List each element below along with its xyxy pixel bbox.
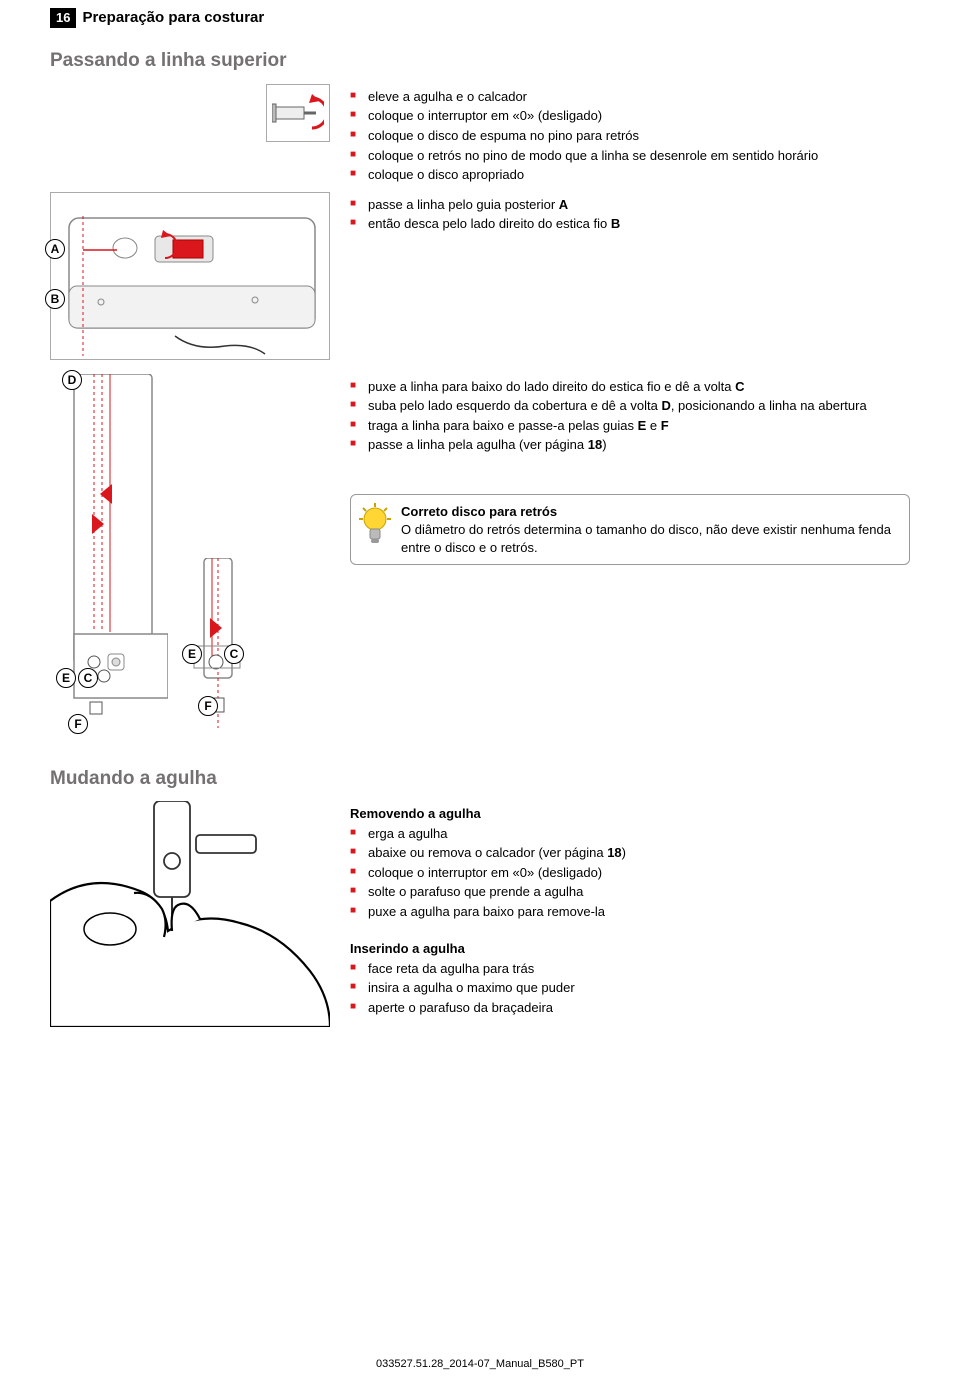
list-item: abaixe ou remova o calcador (ver página … bbox=[350, 844, 910, 862]
list-item: solte o parafuso que prende a agulha bbox=[350, 883, 910, 901]
chapter-title: Preparação para costurar bbox=[82, 8, 264, 28]
list-item: coloque o disco de espuma no pino para r… bbox=[350, 127, 910, 145]
list-item: suba pelo lado esquerdo da cobertura e d… bbox=[350, 397, 910, 415]
tip-box-spool-disc: Correto disco para retrós O diâmetro do … bbox=[350, 494, 910, 566]
tip-body: O diâmetro do retrós determina o tamanho… bbox=[401, 522, 891, 555]
list-item: passe a linha pelo guia posterior A bbox=[350, 196, 910, 214]
figure-spool-icon bbox=[266, 84, 330, 142]
callout-B: B bbox=[45, 289, 65, 309]
bullet-list-remove: erga a agulha abaixe ou remova o calcado… bbox=[350, 825, 910, 921]
callout-E: E bbox=[56, 668, 76, 688]
subhead-insert: Inserindo a agulha bbox=[350, 940, 910, 958]
subhead-remove: Removendo a agulha bbox=[350, 805, 910, 823]
figure-needle-bar: E C F bbox=[180, 558, 254, 740]
list-item: puxe a agulha para baixo para remove-la bbox=[350, 903, 910, 921]
page-header: 16 Preparação para costurar bbox=[50, 8, 910, 28]
callout-C: C bbox=[78, 668, 98, 688]
list-item: puxe a linha para baixo do lado direito … bbox=[350, 378, 910, 396]
list-item: então desca pelo lado direito do estica … bbox=[350, 215, 910, 233]
page-footer: 033527.51.28_2014-07_Manual_B580_PT bbox=[0, 1357, 960, 1372]
page-number: 16 bbox=[50, 8, 76, 28]
figure-front-cover: D E C F bbox=[50, 374, 168, 740]
list-item: coloque o disco apropriado bbox=[350, 166, 910, 184]
block-change-needle: Removendo a agulha erga a agulha abaixe … bbox=[50, 801, 910, 1027]
callout-E-2: E bbox=[182, 644, 202, 664]
list-item: coloque o interruptor em «0» (desligado) bbox=[350, 864, 910, 882]
bullet-list-2: passe a linha pelo guia posterior A entã… bbox=[350, 196, 910, 233]
list-item: passe a linha pela agulha (ver página 18… bbox=[350, 436, 910, 454]
bullet-list-1: eleve a agulha e o calcador coloque o in… bbox=[350, 88, 910, 184]
list-item: coloque o interruptor em «0» (desligado) bbox=[350, 107, 910, 125]
figure-hand-needle bbox=[50, 801, 330, 1027]
callout-F-2: F bbox=[198, 696, 218, 716]
list-item: erga a agulha bbox=[350, 825, 910, 843]
list-item: face reta da agulha para trás bbox=[350, 960, 910, 978]
callout-C-2: C bbox=[224, 644, 244, 664]
section-title-threading: Passando a linha superior bbox=[50, 48, 910, 74]
list-item: aperte o parafuso da braçadeira bbox=[350, 999, 910, 1017]
list-item: insira a agulha o maximo que puder bbox=[350, 979, 910, 997]
list-item: traga a linha para baixo e passe-a pelas… bbox=[350, 417, 910, 435]
bullet-list-3: puxe a linha para baixo do lado direito … bbox=[350, 378, 910, 454]
section-title-needle: Mudando a agulha bbox=[50, 766, 910, 792]
tip-title: Correto disco para retrós bbox=[401, 503, 897, 521]
callout-D: D bbox=[62, 370, 82, 390]
block-thread-path: D E C F bbox=[50, 374, 910, 740]
block-rear-guide: A B passe a linha pelo guia posterior A … bbox=[50, 192, 910, 360]
lightbulb-icon bbox=[359, 503, 391, 547]
list-item: coloque o retrós no pino de modo que a l… bbox=[350, 147, 910, 165]
block-spool-pin: eleve a agulha e o calcador coloque o in… bbox=[50, 84, 910, 186]
list-item: eleve a agulha e o calcador bbox=[350, 88, 910, 106]
figure-machine-top: A B bbox=[50, 192, 330, 360]
callout-A: A bbox=[45, 239, 65, 259]
bullet-list-insert: face reta da agulha para trás insira a a… bbox=[350, 960, 910, 1017]
callout-F: F bbox=[68, 714, 88, 734]
